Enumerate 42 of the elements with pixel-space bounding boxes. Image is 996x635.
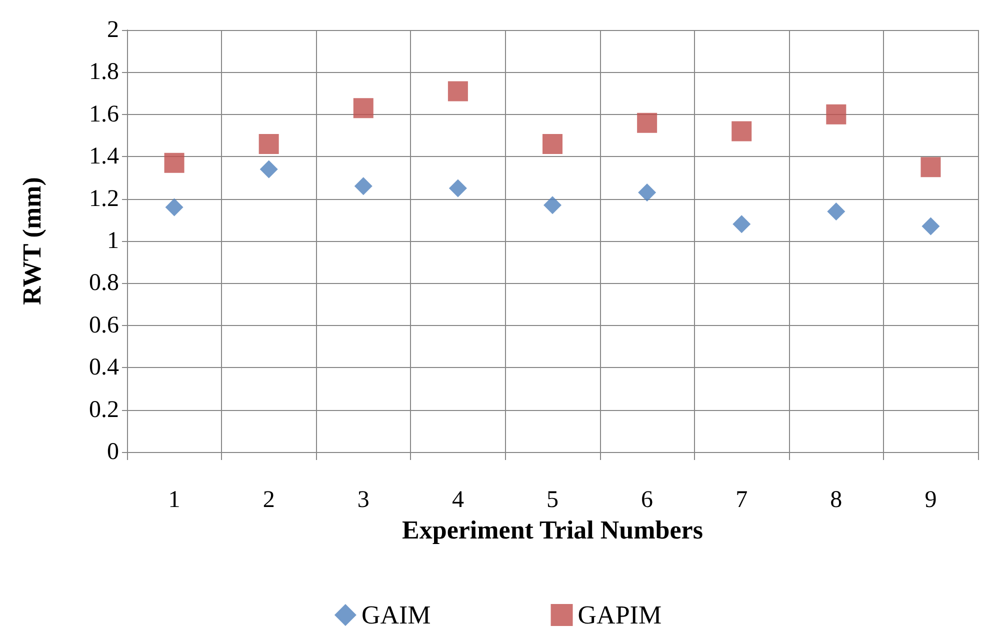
x-tick-label: 7 — [736, 487, 748, 513]
x-tick-label: 1 — [168, 487, 180, 513]
y-axis-title: RWT (mm) — [18, 177, 46, 305]
x-axis-title: Experiment Trial Numbers — [402, 515, 703, 544]
point — [542, 134, 562, 154]
x-tick-label: 3 — [357, 487, 370, 513]
y-tick-label: 1.6 — [89, 101, 119, 128]
y-tick-label: 1.2 — [89, 186, 119, 212]
legend-label: GAIM — [361, 600, 431, 630]
point — [544, 196, 562, 214]
point — [638, 183, 656, 202]
y-tick-label: 0.4 — [89, 354, 119, 381]
y-tick-label: 0.6 — [89, 312, 119, 338]
x-tick-label: 6 — [641, 487, 654, 513]
y-tick-label: 2 — [107, 17, 119, 43]
point — [260, 160, 278, 178]
legend-label: GAPIM — [578, 600, 662, 630]
point — [637, 112, 658, 133]
point — [164, 152, 184, 173]
y-tick-label: 0.2 — [89, 396, 119, 423]
x-tick-label: 4 — [452, 487, 464, 513]
point — [258, 134, 279, 154]
x-tick-label: 2 — [262, 487, 275, 513]
point — [826, 104, 846, 124]
y-tick-label: 1 — [107, 228, 119, 254]
y-tick-label: 1.4 — [89, 144, 119, 170]
point — [920, 157, 941, 178]
x-tick-label: 8 — [830, 487, 842, 513]
y-tick-label: 0.8 — [89, 270, 119, 296]
point — [448, 81, 468, 102]
point — [354, 177, 372, 196]
point — [448, 179, 467, 198]
x-tick-label: 9 — [924, 487, 937, 513]
point — [827, 202, 846, 220]
point — [165, 198, 184, 216]
point — [353, 98, 374, 118]
point — [732, 215, 751, 234]
y-tick-label: 0 — [107, 439, 119, 465]
point — [732, 121, 752, 142]
y-tick-label: 1.8 — [89, 59, 119, 86]
point — [922, 217, 940, 236]
x-tick-label: 5 — [546, 487, 558, 513]
